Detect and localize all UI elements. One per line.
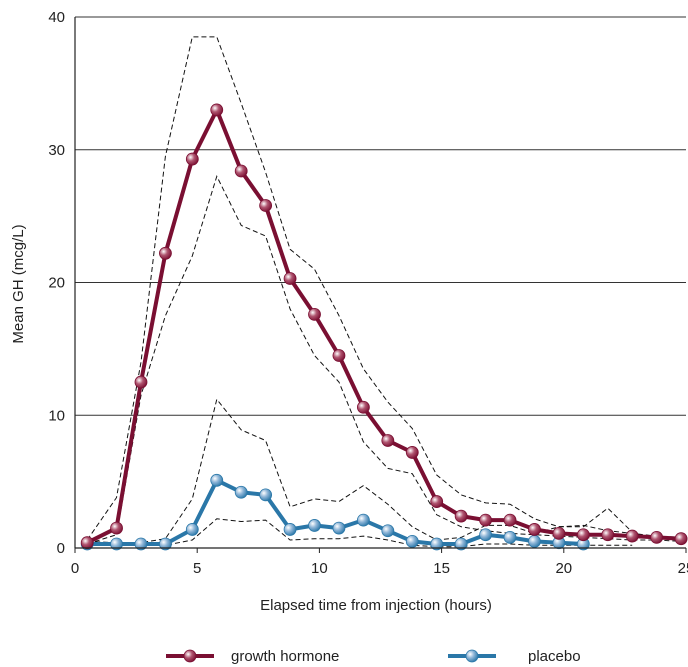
point-placebo [210,473,224,487]
y-tick-label: 30 [48,142,65,159]
point-growth-hormone [381,434,395,447]
point-placebo [479,528,492,542]
point-placebo [430,537,444,551]
y-tick-label: 10 [48,407,65,424]
axes [74,17,687,553]
point-growth-hormone [234,164,248,178]
gridlines [75,16,686,416]
y-tick-label: 20 [48,275,65,292]
point-growth-hormone [479,513,492,527]
legend: growth hormone placebo [166,648,581,665]
x-tick-label: 5 [193,560,201,577]
y-axis-title: Mean GH (mcg/L) [10,224,27,343]
series-markers [80,103,688,551]
legend-label-growth-hormone: growth hormone [231,648,339,665]
y-tick-label: 0 [57,540,65,557]
x-tick-label: 15 [433,560,450,577]
x-tick-label: 10 [311,560,328,577]
point-placebo [503,530,517,544]
point-growth-hormone [210,103,224,117]
band-upper-placebo [87,398,633,544]
point-placebo [454,537,468,551]
point-placebo [259,488,273,502]
band-lower-growth-hormone [87,174,682,545]
point-placebo [356,513,370,527]
point-growth-hormone [552,526,566,540]
point-growth-hormone [110,521,123,535]
point-growth-hormone [159,246,172,260]
y-tick-label: 40 [48,9,65,26]
point-placebo [110,537,123,551]
legend-label-placebo: placebo [528,648,581,665]
point-growth-hormone [601,528,615,542]
point-placebo [308,519,321,532]
point-growth-hormone [332,349,346,362]
point-growth-hormone [674,532,688,546]
point-growth-hormone [185,152,199,166]
point-placebo [381,524,395,538]
point-placebo [134,537,148,551]
tick-labels: 0 5 10 15 20 25 0 10 20 30 40 [48,9,688,577]
point-placebo [159,537,172,551]
point-growth-hormone [356,400,370,414]
band-upper-growth-hormone [86,36,682,541]
point-placebo [234,485,248,499]
point-growth-hormone [134,375,148,389]
series-lines [86,107,682,546]
x-tick-label: 0 [71,560,79,577]
point-growth-hormone [503,513,517,527]
x-tick-label: 20 [555,560,572,577]
point-growth-hormone [430,495,444,508]
x-tick-label: 25 [678,560,688,577]
legend-swatch-marker-growth-hormone [183,649,197,663]
line-growth-hormone [86,107,682,545]
point-placebo [283,523,297,536]
legend-swatch-marker-placebo [465,649,479,663]
x-axis-title: Elapsed time from injection (hours) [260,597,492,614]
point-growth-hormone [454,509,468,523]
point-placebo [405,534,419,548]
point-placebo [528,534,541,548]
point-growth-hormone [576,528,590,542]
point-placebo [185,523,199,536]
point-growth-hormone [259,199,273,212]
point-growth-hormone [308,307,321,321]
point-growth-hormone [405,446,419,459]
point-growth-hormone [625,529,639,543]
confidence-bands [86,36,682,548]
point-growth-hormone [528,523,541,536]
band-lower-placebo [87,518,633,548]
point-growth-hormone [283,272,297,285]
point-growth-hormone [650,530,664,544]
point-growth-hormone [80,536,94,550]
point-placebo [332,521,346,535]
